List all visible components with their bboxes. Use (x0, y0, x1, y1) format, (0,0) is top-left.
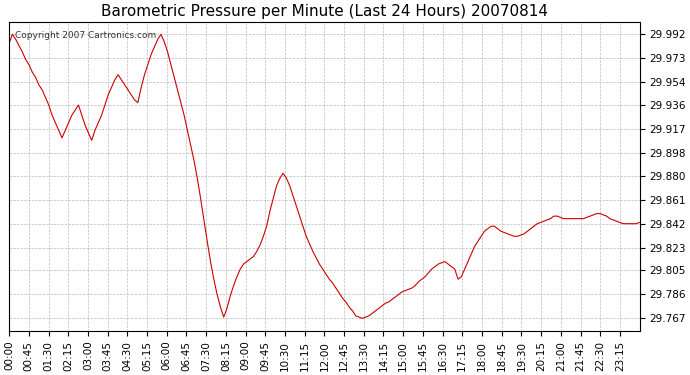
Text: Copyright 2007 Cartronics.com: Copyright 2007 Cartronics.com (15, 31, 157, 40)
Title: Barometric Pressure per Minute (Last 24 Hours) 20070814: Barometric Pressure per Minute (Last 24 … (101, 4, 548, 19)
